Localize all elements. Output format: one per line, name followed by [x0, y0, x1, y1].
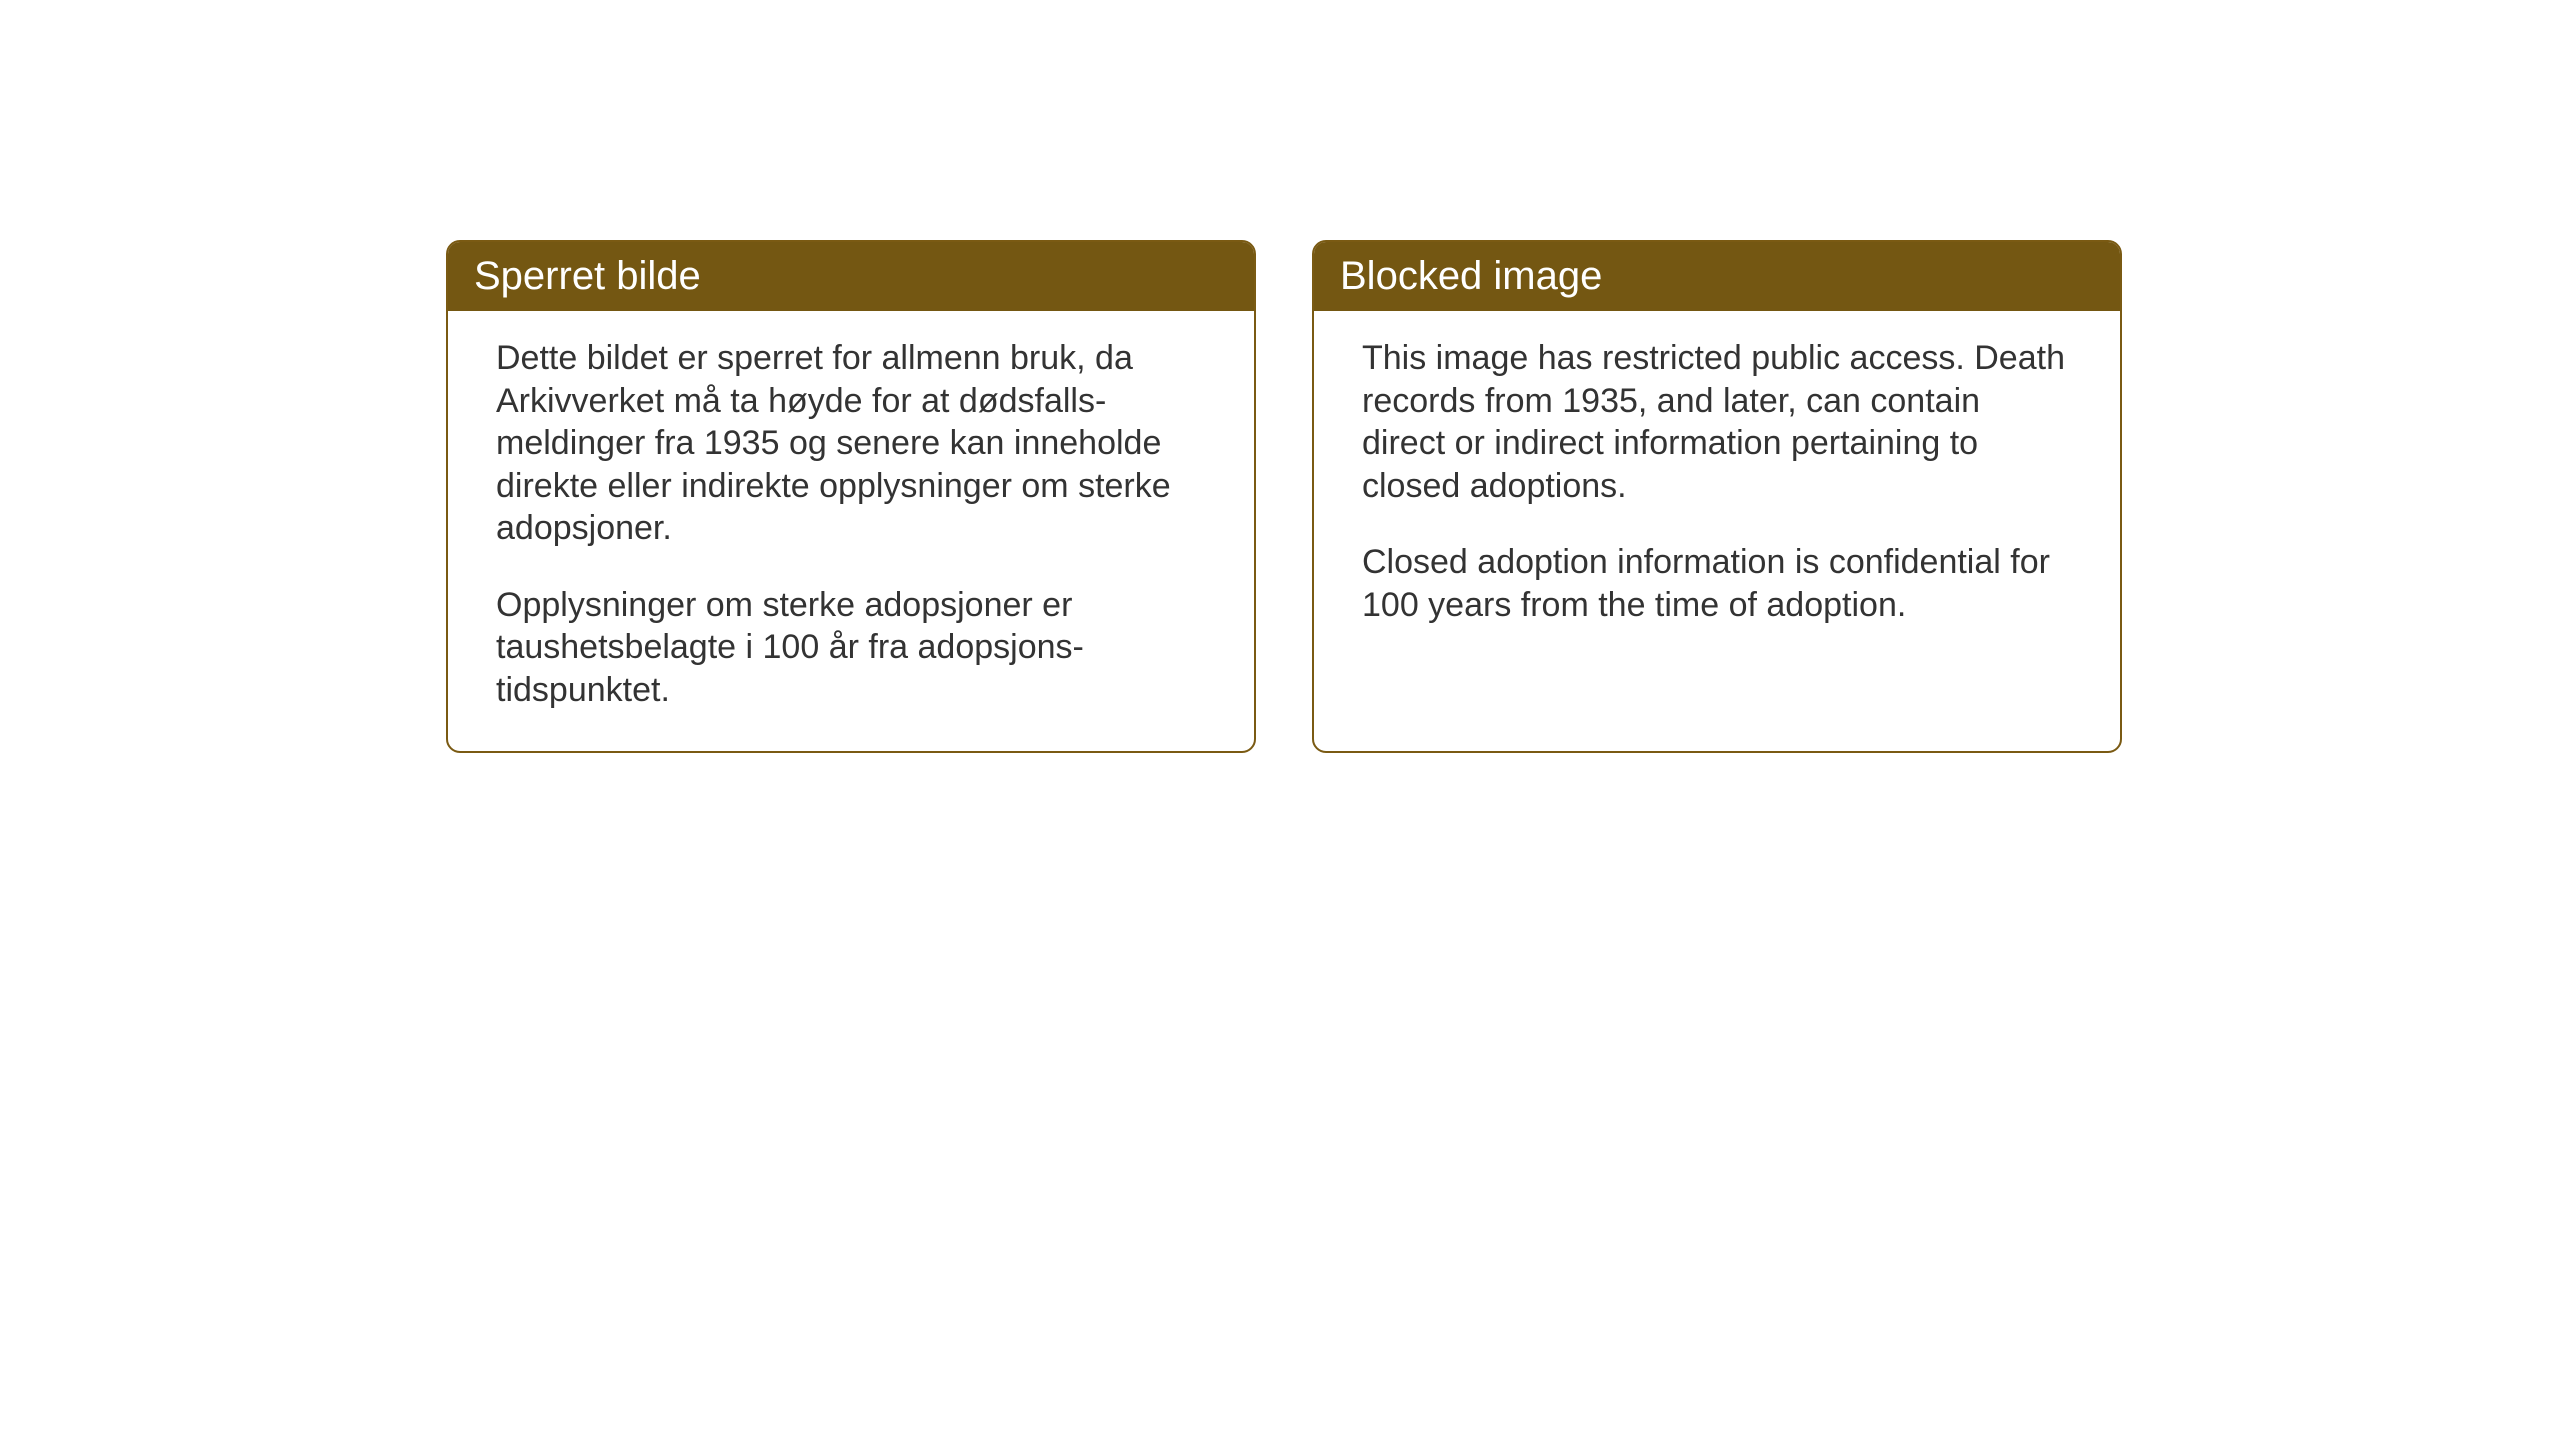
card-english-header: Blocked image [1314, 242, 2120, 311]
cards-container: Sperret bilde Dette bildet er sperret fo… [446, 240, 2122, 753]
card-norwegian: Sperret bilde Dette bildet er sperret fo… [446, 240, 1256, 753]
card-english-paragraph-1: This image has restricted public access.… [1362, 337, 2072, 507]
card-english-body: This image has restricted public access.… [1314, 311, 2120, 666]
card-norwegian-paragraph-1: Dette bildet er sperret for allmenn bruk… [496, 337, 1206, 550]
card-norwegian-header: Sperret bilde [448, 242, 1254, 311]
card-norwegian-paragraph-2: Opplysninger om sterke adopsjoner er tau… [496, 584, 1206, 712]
card-norwegian-body: Dette bildet er sperret for allmenn bruk… [448, 311, 1254, 751]
card-english-paragraph-2: Closed adoption information is confident… [1362, 541, 2072, 626]
card-english: Blocked image This image has restricted … [1312, 240, 2122, 753]
